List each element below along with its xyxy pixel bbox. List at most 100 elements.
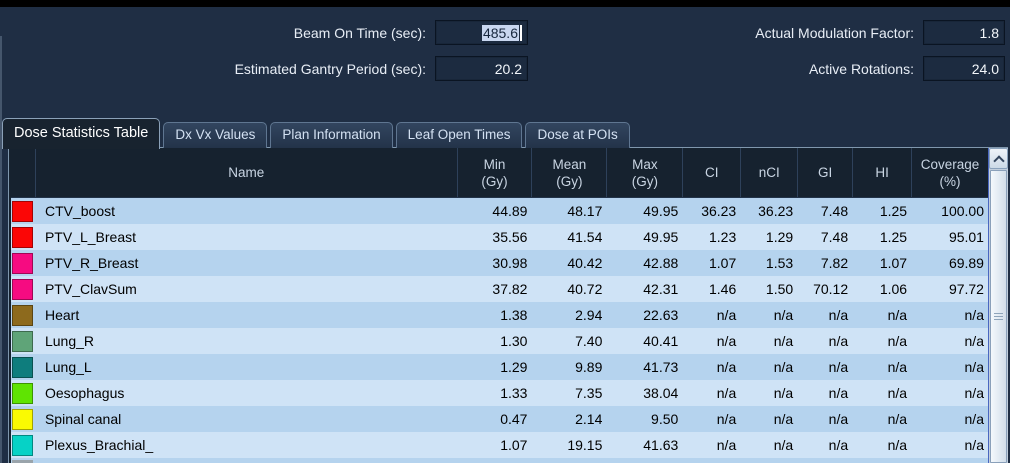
beam-on-time-input[interactable]: 485.6 [435, 20, 528, 45]
hi-value: 1.25 [879, 229, 908, 245]
hi-value: n/a [887, 411, 908, 427]
hi-value: 1.06 [879, 281, 908, 297]
scrollbar-grip-icon [994, 313, 1003, 320]
hi-value: n/a [887, 333, 908, 349]
gantry-period-input[interactable]: 20.2 [435, 56, 528, 81]
mean-gy-value: 7.35 [575, 385, 603, 401]
tab-dose-statistics-table[interactable]: Dose Statistics Table [2, 118, 161, 149]
ci-value: 1.46 [708, 281, 737, 297]
header-mean-gy: Mean (Gy) [531, 148, 606, 197]
gi-value: n/a [828, 359, 849, 375]
mean-gy-value: 9.89 [575, 359, 603, 375]
header-hi: HI [852, 148, 911, 197]
table-row[interactable]: Lung_L 1.29 9.89 41.73 n/a n/a n/a n/a n… [11, 354, 988, 380]
header-coverage: Coverage (%) [911, 148, 988, 197]
hi-value: n/a [887, 437, 908, 453]
nci-value: n/a [773, 307, 794, 323]
contour-color-swatch [12, 382, 33, 404]
min-gy-value: 1.38 [500, 307, 528, 323]
header-name: Name [34, 148, 457, 197]
tab-dose-at-pois[interactable]: Dose at POIs [525, 122, 630, 148]
active-rotations-label: Active Rotations: [808, 60, 914, 77]
modulation-factor-input[interactable]: 1.8 [923, 20, 1005, 45]
header-swatch-column [11, 148, 35, 197]
contour-color-swatch [12, 330, 33, 352]
mean-gy-value: 2.94 [575, 307, 603, 323]
nci-value: n/a [773, 333, 794, 349]
nci-value: 1.29 [765, 229, 794, 245]
nci-value: n/a [773, 411, 794, 427]
table-row[interactable]: CTV_boost 44.89 48.17 49.95 36.23 36.23 … [11, 198, 988, 224]
hi-value: n/a [887, 307, 908, 323]
nci-value: n/a [773, 437, 794, 453]
gantry-period-label: Estimated Gantry Period (sec): [234, 60, 426, 77]
table-row[interactable]: Lung_R 1.30 7.40 40.41 n/a n/a n/a n/a n… [11, 328, 988, 354]
mean-gy-value: 41.54 [567, 229, 603, 245]
max-gy-value: 42.31 [643, 281, 679, 297]
nci-value: 1.50 [765, 281, 794, 297]
nci-value: n/a [773, 359, 794, 375]
mean-gy-value: 7.40 [575, 333, 603, 349]
dose-statistics-panel: Name Min (Gy) Mean (Gy) Max (Gy) CI nCI GI … [8, 147, 1008, 463]
ci-value: n/a [716, 437, 737, 453]
ci-value: 1.07 [708, 255, 737, 271]
table-row[interactable]: Spinal canal 0.47 2.14 9.50 n/a n/a n/a … [11, 406, 988, 432]
table-row[interactable]: Plexus_Brachial_ 1.07 19.15 41.63 n/a n/… [11, 432, 988, 458]
gi-value: n/a [828, 411, 849, 427]
tab-dx-vx-values[interactable]: Dx Vx Values [163, 122, 268, 148]
modulation-factor-label: Actual Modulation Factor: [755, 24, 914, 41]
min-gy-value: 37.82 [492, 281, 528, 297]
table-body: CTV_boost 44.89 48.17 49.95 36.23 36.23 … [11, 198, 988, 463]
coverage-value: n/a [964, 307, 984, 323]
contour-color-swatch [12, 226, 33, 248]
min-gy-value: 30.98 [492, 255, 528, 271]
tab-plan-information[interactable]: Plan Information [270, 122, 393, 148]
nci-value: 36.23 [758, 203, 794, 219]
contour-color-swatch [12, 434, 33, 456]
table-row-partial[interactable] [11, 458, 988, 463]
structure-name: CTV_boost [44, 203, 116, 219]
table-row[interactable]: PTV_L_Breast 35.56 41.54 49.95 1.23 1.29… [11, 224, 988, 250]
coverage-value: n/a [964, 359, 984, 375]
header-min-gy: Min (Gy) [456, 148, 532, 197]
hi-value: 1.07 [879, 255, 908, 271]
gi-value: n/a [828, 385, 849, 401]
min-gy-value: 1.29 [500, 359, 528, 375]
scrollbar-thumb[interactable] [990, 170, 1007, 463]
hi-value: n/a [887, 385, 908, 401]
coverage-value: n/a [964, 411, 984, 427]
coverage-value: 97.72 [948, 281, 984, 297]
mean-gy-value: 2.14 [575, 411, 603, 427]
min-gy-value: 1.07 [500, 437, 528, 453]
vertical-scrollbar[interactable] [988, 148, 1008, 463]
table-row[interactable]: Heart 1.38 2.94 22.63 n/a n/a n/a n/a n/… [11, 302, 988, 328]
ci-value: n/a [716, 307, 737, 323]
contour-color-swatch [12, 252, 33, 274]
gi-value: n/a [828, 333, 849, 349]
structure-name: Lung_R [44, 333, 95, 349]
up-arrow-icon [992, 154, 1005, 167]
gi-value: 7.82 [820, 255, 849, 271]
coverage-value: n/a [964, 437, 984, 453]
coverage-value: n/a [964, 333, 984, 349]
modulation-factor-field: Actual Modulation Factor: 1.8 [530, 20, 1005, 45]
tab-leaf-open-times[interactable]: Leaf Open Times [395, 122, 523, 148]
scroll-up-button[interactable] [989, 148, 1008, 169]
max-gy-value: 41.63 [643, 437, 679, 453]
max-gy-value: 49.95 [643, 229, 679, 245]
table-row[interactable]: Oesophagus 1.33 7.35 38.04 n/a n/a n/a n… [11, 380, 988, 406]
selected-text: 485.6 [481, 24, 519, 41]
active-rotations-input[interactable]: 24.0 [923, 56, 1005, 81]
structure-name: PTV_R_Breast [44, 255, 139, 271]
table-row[interactable]: PTV_R_Breast 30.98 40.42 42.88 1.07 1.53… [11, 250, 988, 276]
title-bar [0, 0, 1010, 7]
max-gy-value: 9.50 [651, 411, 679, 427]
contour-color-swatch [12, 460, 33, 463]
header-ci: CI [682, 148, 740, 197]
gi-value: n/a [828, 307, 849, 323]
table-rows: CTV_boost 44.89 48.17 49.95 36.23 36.23 … [11, 198, 988, 458]
tab-bar: Dose Statistics Table Dx Vx Values Plan … [2, 118, 630, 149]
active-rotations-field: Active Rotations: 24.0 [530, 56, 1005, 81]
table-row[interactable]: PTV_ClavSum 37.82 40.72 42.31 1.46 1.50 … [11, 276, 988, 302]
gi-value: 7.48 [820, 229, 849, 245]
